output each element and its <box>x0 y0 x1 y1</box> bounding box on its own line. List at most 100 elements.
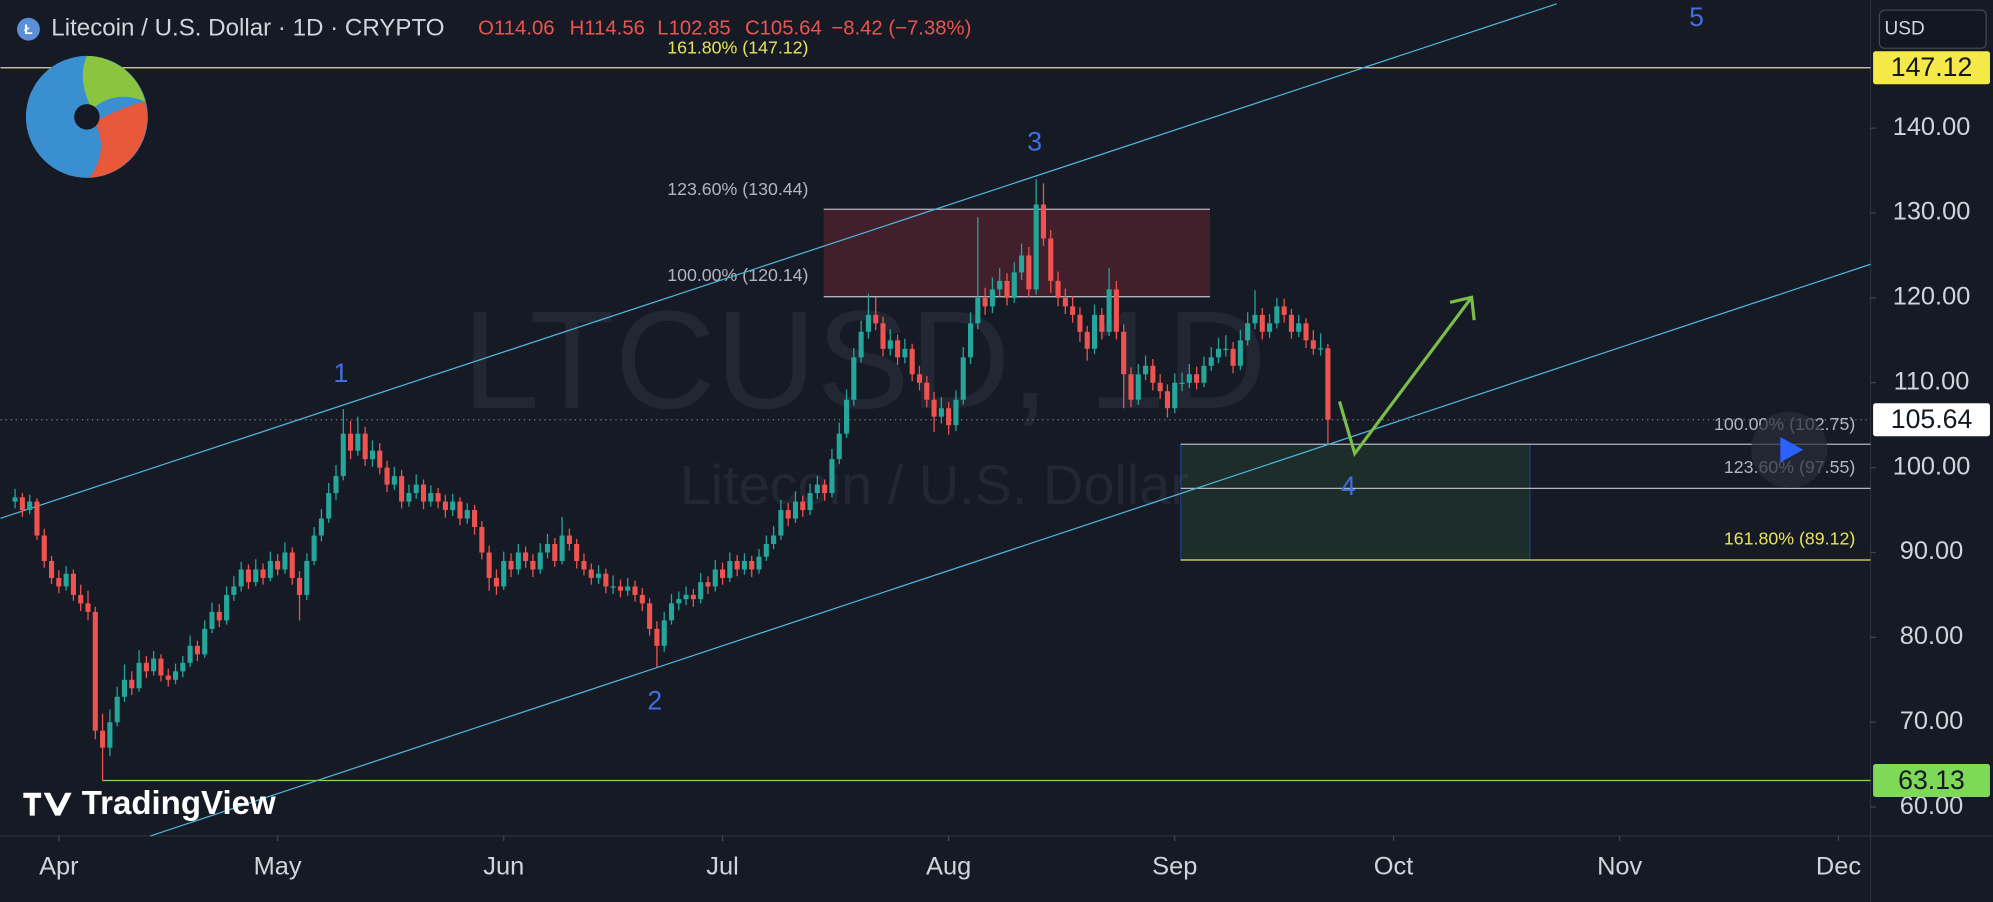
candle-body <box>486 552 492 578</box>
candle-body <box>989 289 995 307</box>
projection-arrow <box>1337 295 1476 458</box>
candle-body <box>836 433 842 460</box>
x-tick-label: Dec <box>1816 852 1861 880</box>
candle-body <box>581 560 587 570</box>
candle-body <box>224 594 230 621</box>
candle-body <box>1135 374 1141 400</box>
candle-body <box>712 569 718 587</box>
candle-body <box>668 603 675 621</box>
candle-body <box>1252 314 1258 324</box>
fib-level-label: 123.60% (130.44) <box>667 179 808 199</box>
candle-body <box>340 433 346 477</box>
candle-body <box>515 552 521 570</box>
candle-body <box>143 662 149 672</box>
fib-level-label: 161.80% (89.12) <box>1724 528 1855 548</box>
x-tick-label: Apr <box>39 852 79 880</box>
candle-body <box>457 501 463 519</box>
currency-label[interactable]: USD <box>1885 18 1925 39</box>
candle-body <box>1091 314 1098 349</box>
candle-body <box>1208 357 1214 366</box>
candle-body <box>121 679 128 697</box>
candle-body <box>508 560 514 570</box>
price-badge-label: 147.12 <box>1891 52 1973 82</box>
y-tick-label: 120.00 <box>1893 283 1971 311</box>
candle-body <box>661 620 667 646</box>
currency-button[interactable] <box>1878 9 1987 49</box>
candle-body <box>1157 382 1163 392</box>
candle-body <box>282 552 288 570</box>
candle-body <box>1215 348 1222 358</box>
candle-body <box>997 280 1003 290</box>
candle-body <box>384 467 390 485</box>
candle-body <box>647 603 653 629</box>
candle-body <box>369 450 375 460</box>
candle-body <box>1011 272 1017 298</box>
candle-body <box>596 573 602 578</box>
x-tick-label: Nov <box>1597 852 1642 880</box>
replay-icon[interactable] <box>1780 437 1804 463</box>
candle-body <box>873 314 879 324</box>
candle-body <box>523 552 529 561</box>
candle-body <box>588 569 594 578</box>
candle-body <box>676 599 682 604</box>
candle-body <box>982 297 988 307</box>
x-tick-label: Oct <box>1374 852 1414 880</box>
candle-body <box>1281 306 1287 315</box>
fib-zone-support <box>1180 443 1531 561</box>
candle-body <box>880 323 886 349</box>
candle-body <box>756 556 762 570</box>
brand-mark <box>23 792 72 816</box>
candle-body <box>260 569 266 578</box>
candle-body <box>1223 348 1229 351</box>
candle-body <box>501 560 507 587</box>
candle-body <box>100 730 106 748</box>
candle-body <box>304 560 310 595</box>
candle-body <box>399 476 405 502</box>
y-tick-label: 90.00 <box>1900 537 1964 565</box>
candle-body <box>1310 340 1316 349</box>
candle-body <box>253 569 259 583</box>
candle-body <box>909 348 915 375</box>
litecoin-logo <box>25 55 148 178</box>
candle-body <box>362 433 368 460</box>
candle-body <box>420 484 427 502</box>
candle-body <box>1201 365 1207 383</box>
candle-body <box>1245 323 1251 341</box>
candle-body <box>85 603 91 612</box>
logo-segment <box>89 101 148 178</box>
replay-button[interactable] <box>1751 411 1828 488</box>
price-badge <box>1873 51 1990 85</box>
candle-body <box>464 510 470 519</box>
candle-body <box>49 560 55 578</box>
brand-name: TradingView <box>82 784 276 821</box>
candle-body <box>311 535 317 561</box>
symbol-icon <box>17 17 40 41</box>
candle-body <box>632 586 638 595</box>
channel-upper <box>0 3 1557 519</box>
y-tick-label: 110.00 <box>1894 367 1970 395</box>
candle-body <box>1164 391 1170 409</box>
candle-body <box>851 357 857 400</box>
candle-body <box>333 476 339 494</box>
candle-body <box>1143 365 1149 375</box>
y-tick-label: 140.00 <box>1893 113 1971 141</box>
candle-body <box>530 560 536 570</box>
candle-body <box>843 399 850 434</box>
candle-body <box>245 569 252 583</box>
candle-body <box>1055 280 1061 298</box>
candle-body <box>603 573 609 587</box>
candle-body <box>1033 204 1039 290</box>
candle-body <box>625 586 631 591</box>
candle-body <box>1288 314 1294 332</box>
candle-body <box>472 510 478 528</box>
candle-body <box>1267 323 1273 332</box>
candle-body <box>654 628 660 646</box>
price-badge <box>1873 403 1990 437</box>
candle-body <box>70 573 76 595</box>
candle-body <box>902 348 908 358</box>
candle-body <box>1004 280 1010 298</box>
candle-body <box>1150 365 1156 383</box>
candle-body <box>1318 348 1324 350</box>
x-tick-label: Aug <box>926 852 971 880</box>
